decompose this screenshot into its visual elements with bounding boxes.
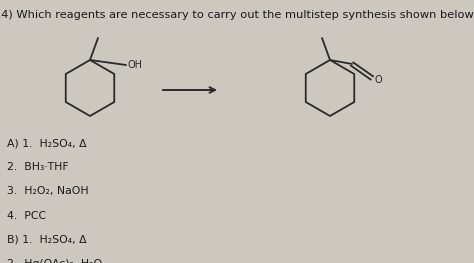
Text: B) 1.  H₂SO₄, Δ: B) 1. H₂SO₄, Δ — [7, 235, 87, 245]
Text: 2.  BH₃·THF: 2. BH₃·THF — [7, 162, 69, 172]
Text: 2.  Hg(OAc)₂, H₂O: 2. Hg(OAc)₂, H₂O — [7, 259, 102, 263]
Text: 4.  PCC: 4. PCC — [7, 211, 46, 221]
Text: 14) Which reagents are necessary to carry out the multistep synthesis shown belo: 14) Which reagents are necessary to carr… — [0, 10, 474, 20]
Text: 3.  H₂O₂, NaOH: 3. H₂O₂, NaOH — [7, 186, 89, 196]
Text: OH: OH — [128, 60, 143, 70]
Text: A) 1.  H₂SO₄, Δ: A) 1. H₂SO₄, Δ — [7, 138, 87, 148]
Text: O: O — [375, 75, 383, 85]
